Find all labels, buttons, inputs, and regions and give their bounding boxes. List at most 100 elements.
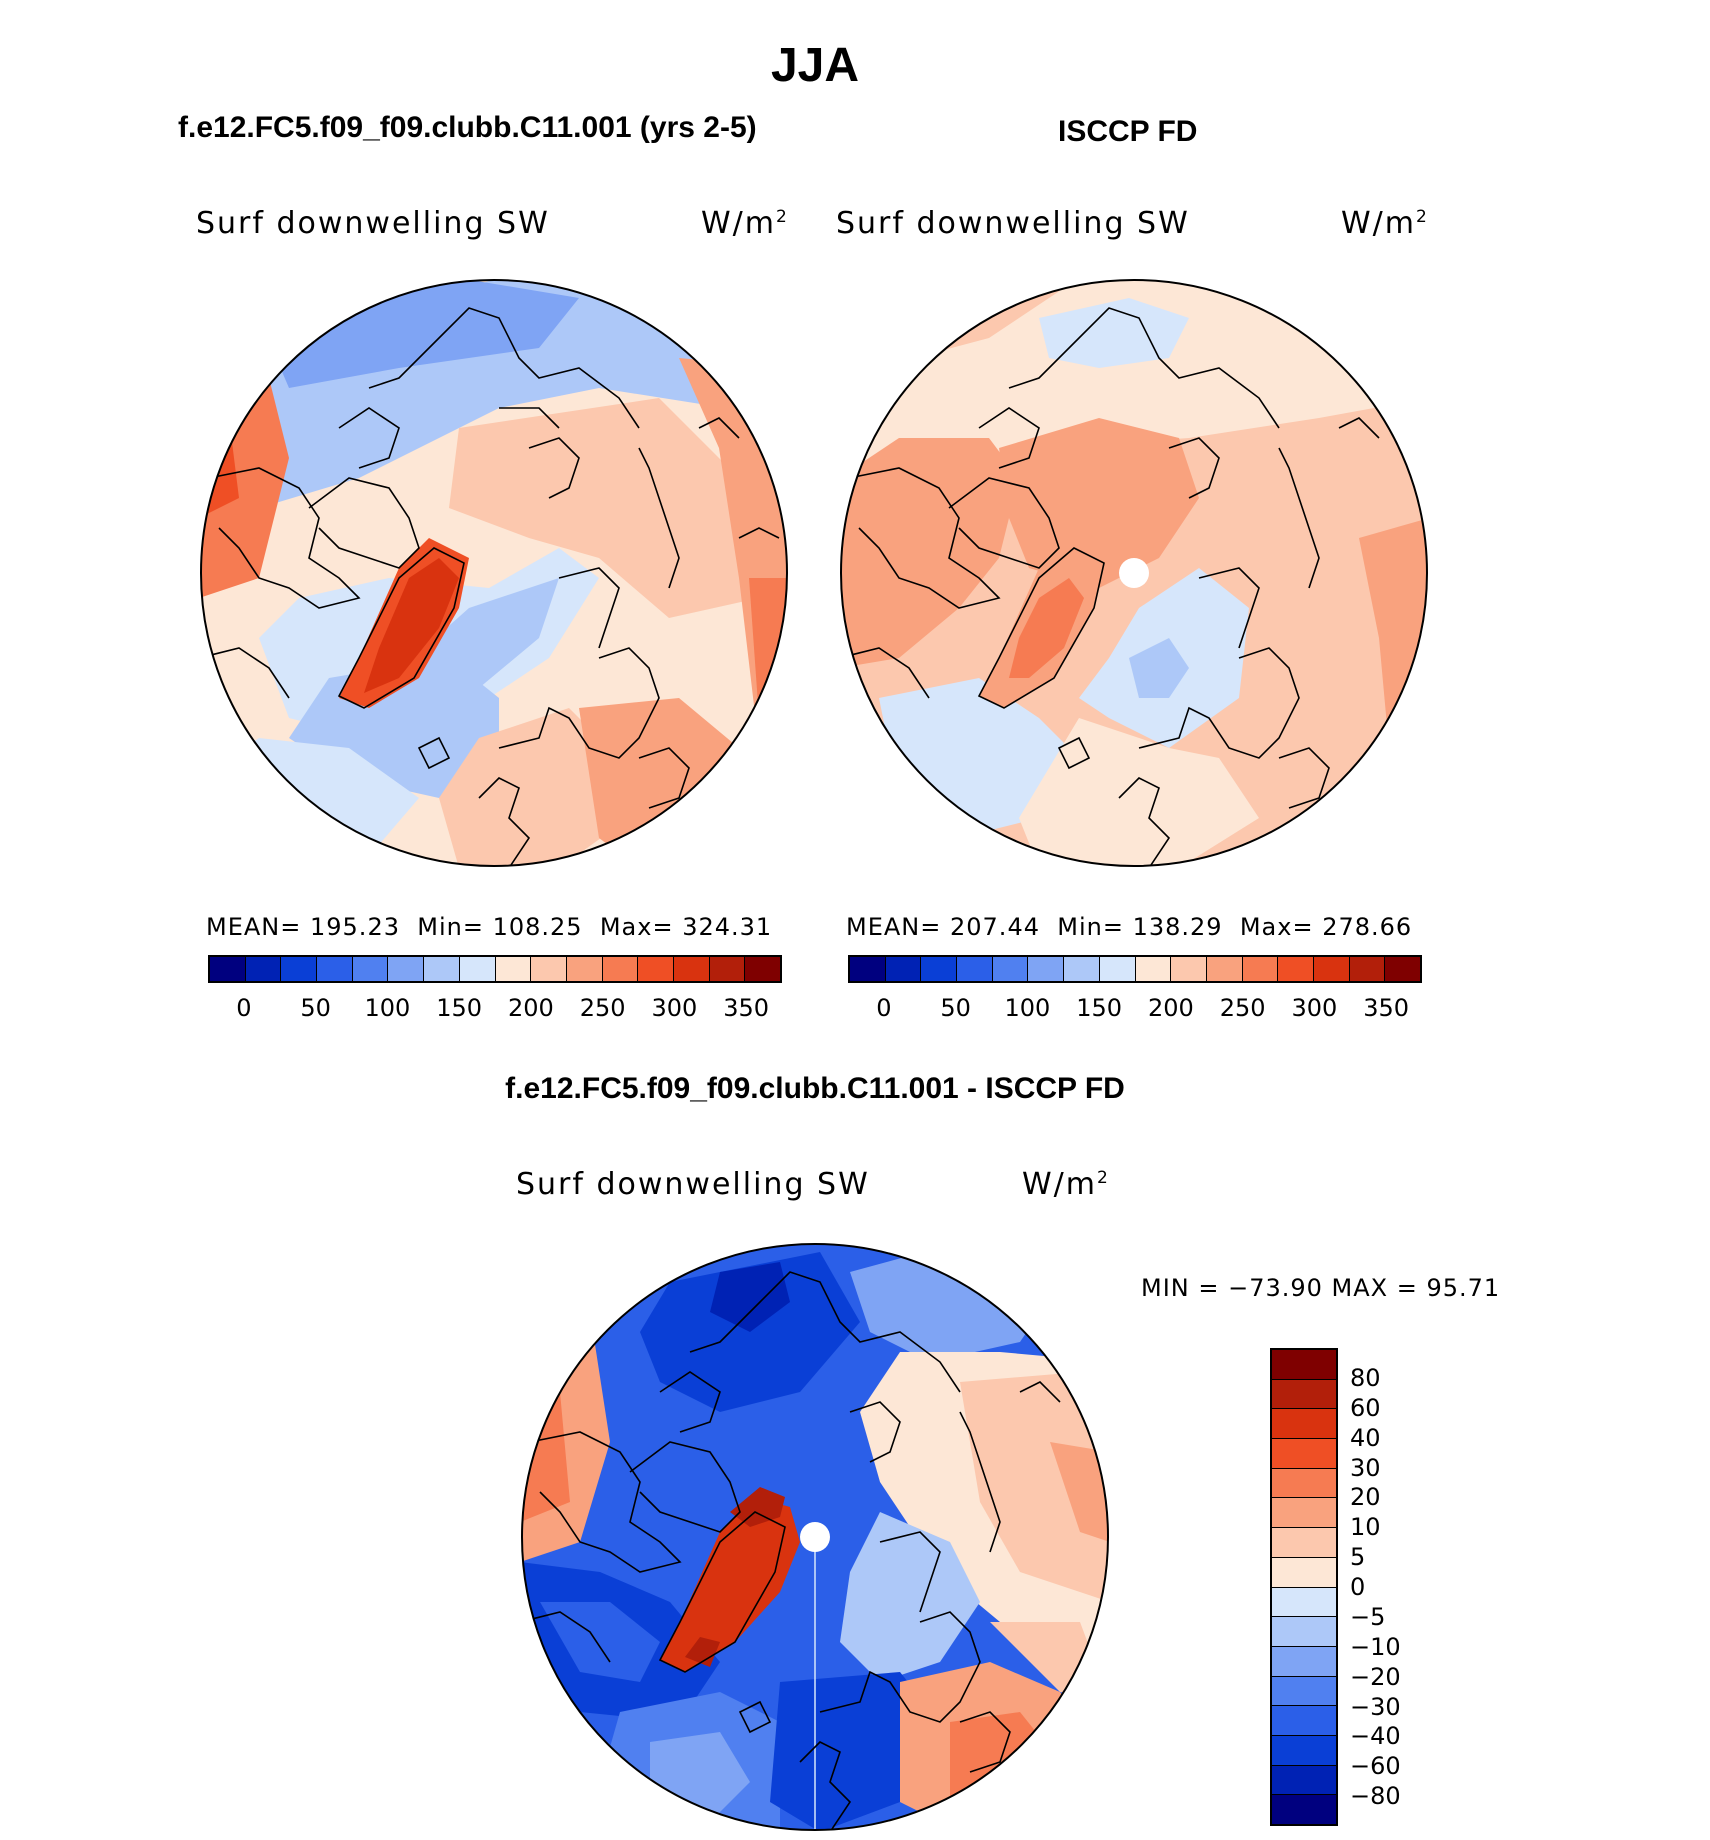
obs-min-label: Min=	[1057, 913, 1124, 941]
model-colorbar-swatch	[531, 957, 567, 981]
obs-colorbar-ticks: 0 50 100 150 200 250 300 350	[848, 994, 1422, 1024]
diff-colorbar-label: 20	[1350, 1483, 1381, 1512]
figure-title: JJA	[770, 39, 860, 92]
diff-colorbar-label: −20	[1350, 1662, 1401, 1691]
obs-colorbar-swatch	[1064, 957, 1100, 981]
model-colorbar-swatch	[673, 957, 710, 981]
diff-colorbar-label: 0	[1350, 1573, 1366, 1601]
model-units: W/m2	[701, 206, 789, 241]
diff-colorbar-swatch	[1272, 1409, 1336, 1440]
diff-colorbar-swatch	[1272, 1439, 1336, 1469]
obs-colorbar-swatch	[957, 957, 993, 981]
obs-min-value: 138.29	[1132, 913, 1223, 941]
model-colorbar-swatch	[638, 957, 674, 981]
diff-colorbar-swatch	[1272, 1528, 1336, 1558]
model-stats: MEAN= 195.23 Min= 108.25 Max= 324.31	[206, 913, 772, 941]
diff-colorbar-label: 40	[1350, 1423, 1381, 1452]
obs-colorbar	[848, 955, 1422, 983]
model-panel-title: f.e12.FC5.f09_f09.clubb.C11.001 (yrs 2-5…	[178, 111, 757, 144]
obs-mean-label: MEAN=	[846, 913, 942, 941]
diff-colorbar-label: −30	[1350, 1692, 1401, 1721]
model-colorbar-swatch	[388, 957, 425, 981]
model-colorbar-swatch	[424, 957, 460, 981]
model-colorbar-tick-label: 150	[436, 994, 483, 1022]
obs-panel-title: ISCCP FD	[1058, 115, 1198, 148]
obs-pole-hole	[1119, 558, 1149, 588]
diff-colorbar-labels: 80 60 40 30 20 10 5 0 −5 −10 −20 −30 −40 −60 −80	[1350, 1348, 1450, 1826]
model-colorbar-swatch	[709, 957, 746, 981]
diff-colorbar-label: 10	[1350, 1513, 1381, 1542]
diff-colorbar	[1270, 1348, 1338, 1826]
model-variable-label: Surf downwelling SW	[196, 206, 550, 241]
diff-colorbar-label: −10	[1350, 1632, 1401, 1661]
model-colorbar-swatch	[459, 957, 496, 981]
obs-colorbar-swatch	[921, 957, 958, 981]
obs-colorbar-swatch	[1135, 957, 1172, 981]
model-polar-map	[200, 279, 788, 867]
model-colorbar-tick-label: 300	[651, 994, 698, 1022]
model-colorbar-swatch	[210, 957, 246, 981]
obs-colorbar-tick-label: 300	[1291, 994, 1338, 1022]
diff-panel-title: f.e12.FC5.f09_f09.clubb.C11.001 - ISCCP …	[505, 1072, 1125, 1105]
diff-colorbar-swatch	[1272, 1706, 1336, 1736]
diff-colorbar-swatch	[1272, 1468, 1336, 1499]
obs-colorbar-swatch	[1349, 957, 1386, 981]
diff-pole-hole	[800, 1522, 830, 1552]
model-mean-value: 195.23	[310, 913, 400, 941]
obs-colorbar-swatch	[1313, 957, 1350, 981]
obs-colorbar-swatch	[1099, 957, 1136, 981]
obs-colorbar-tick-label: 100	[1004, 994, 1051, 1022]
diff-colorbar-swatch	[1272, 1765, 1336, 1796]
diff-colorbar-swatch	[1272, 1350, 1336, 1380]
model-colorbar-swatch	[602, 957, 639, 981]
diff-colorbar-label: −5	[1350, 1602, 1386, 1631]
obs-colorbar-swatch	[1028, 957, 1065, 981]
model-colorbar	[208, 955, 782, 983]
model-max-value: 324.31	[682, 913, 773, 941]
obs-colorbar-swatch	[1206, 957, 1243, 981]
model-min-label: Min=	[417, 913, 484, 941]
model-colorbar-swatch	[281, 957, 318, 981]
diff-colorbar-swatch	[1272, 1587, 1336, 1618]
diff-colorbar-label: −80	[1350, 1782, 1401, 1811]
obs-units: W/m2	[1341, 206, 1429, 241]
diff-colorbar-swatch	[1272, 1646, 1336, 1677]
obs-colorbar-tick-label: 200	[1147, 994, 1194, 1022]
diff-colorbar-label: 80	[1350, 1363, 1381, 1392]
diff-colorbar-swatch	[1272, 1557, 1336, 1588]
obs-colorbar-swatch	[1242, 957, 1279, 981]
diff-colorbar-swatch	[1272, 1676, 1336, 1707]
model-colorbar-tick-label: 350	[723, 994, 770, 1022]
obs-colorbar-tick-label: 0	[876, 994, 892, 1022]
model-colorbar-swatch	[245, 957, 282, 981]
obs-colorbar-swatch	[992, 957, 1029, 981]
obs-max-label: Max=	[1239, 913, 1314, 941]
diff-colorbar-label: −60	[1350, 1752, 1401, 1781]
obs-colorbar-swatch	[1278, 957, 1314, 981]
diff-colorbar-label: 30	[1350, 1453, 1381, 1482]
model-colorbar-tick-label: 100	[364, 994, 411, 1022]
model-colorbar-tick-label: 200	[507, 994, 554, 1022]
diff-minmax: MIN = −73.90 MAX = 95.71	[1141, 1274, 1501, 1302]
obs-colorbar-swatch	[850, 957, 886, 981]
model-max-label: Max=	[599, 913, 674, 941]
diff-units: W/m2	[1022, 1167, 1110, 1202]
diff-colorbar-swatch	[1272, 1795, 1336, 1824]
diff-colorbar-swatch	[1272, 1498, 1336, 1529]
obs-variable-label: Surf downwelling SW	[836, 206, 1190, 241]
diff-colorbar-swatch	[1272, 1617, 1336, 1647]
model-colorbar-tick-label: 0	[236, 994, 252, 1022]
model-colorbar-swatch	[352, 957, 389, 981]
obs-colorbar-swatch	[1171, 957, 1207, 981]
diff-polar-map	[521, 1243, 1109, 1831]
obs-colorbar-tick-label: 250	[1219, 994, 1266, 1022]
model-colorbar-ticks: 0 50 100 150 200 250 300 350	[208, 994, 782, 1024]
diff-colorbar-swatch	[1272, 1379, 1336, 1410]
diff-colorbar-label: −40	[1350, 1722, 1401, 1751]
diff-variable-label: Surf downwelling SW	[516, 1167, 870, 1202]
model-colorbar-swatch	[495, 957, 532, 981]
model-colorbar-swatch	[566, 957, 603, 981]
model-colorbar-tick-label: 50	[300, 994, 331, 1022]
model-colorbar-swatch	[317, 957, 353, 981]
model-mean-label: MEAN=	[206, 913, 302, 941]
